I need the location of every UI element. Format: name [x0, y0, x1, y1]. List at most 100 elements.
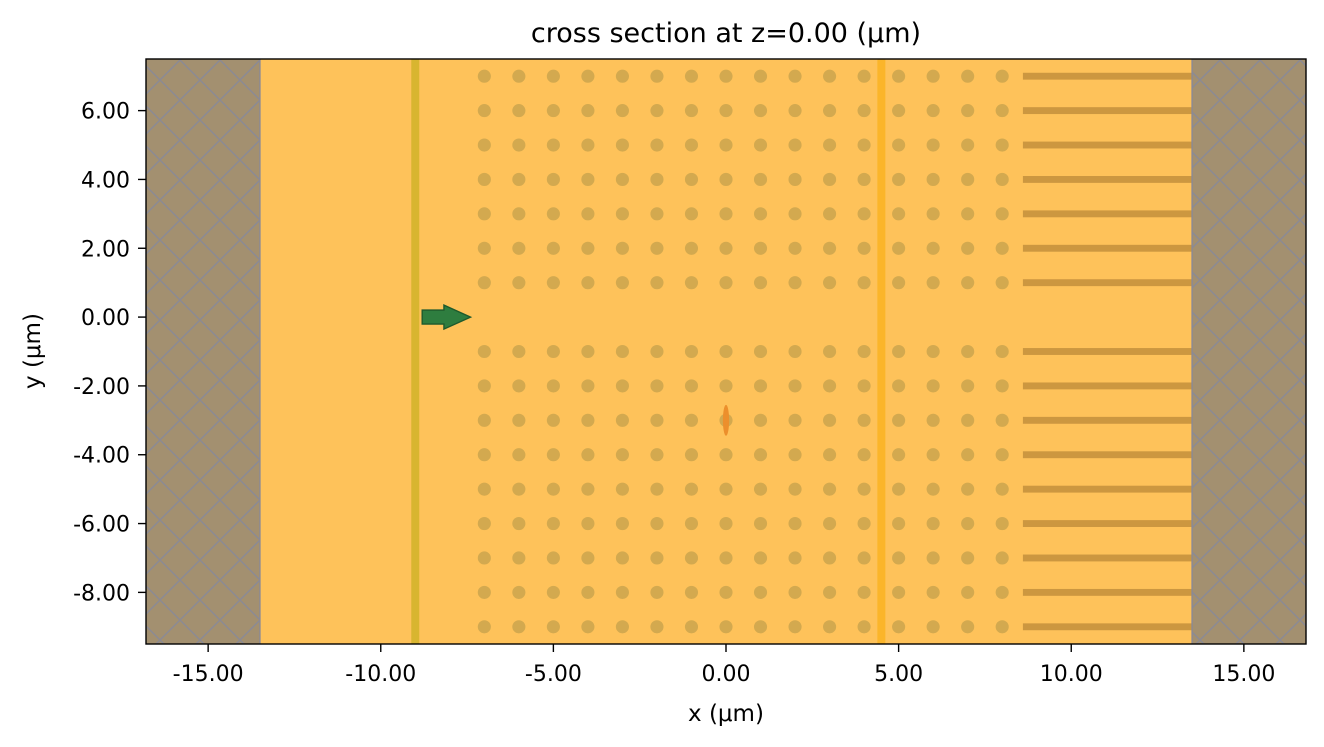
- scatterer-dot: [615, 207, 629, 221]
- scatterer-dot: [926, 276, 940, 290]
- scatterer-dot: [926, 482, 940, 496]
- scatterer-dot: [892, 104, 906, 118]
- scatterer-dot: [546, 276, 560, 290]
- scatterer-dot: [546, 172, 560, 187]
- scatterer-dot: [581, 104, 595, 118]
- scatterer-dot: [961, 241, 975, 255]
- scatterer-dot: [823, 620, 837, 634]
- object-layer: [421, 304, 730, 436]
- scatterer-dot: [719, 104, 733, 118]
- scatterer-dot: [961, 379, 975, 393]
- scatterer-dot: [892, 69, 906, 83]
- scatterer-dot: [995, 379, 1009, 393]
- scatterer-dot: [477, 241, 491, 255]
- scatterer-dot: [961, 413, 975, 427]
- scatterer-dot: [719, 241, 733, 255]
- scatterer-dot: [615, 551, 629, 565]
- scatterer-dot: [477, 344, 491, 359]
- scatterer-dot: [961, 138, 975, 152]
- scatterer-dot: [753, 551, 768, 565]
- monitor-plane: [877, 59, 886, 644]
- scatterer-dot: [753, 448, 768, 462]
- scatterer-dot: [753, 516, 768, 531]
- scatterer-dot: [650, 138, 664, 152]
- scatterer-dot: [995, 620, 1009, 634]
- scatterer-dot: [719, 344, 733, 359]
- scatterer-dot: [512, 172, 526, 187]
- scatterer-dot: [546, 585, 560, 599]
- scatterer-dot: [892, 276, 906, 290]
- y-tick-label: 2.00: [81, 237, 130, 262]
- scatterer-dot: [857, 172, 871, 187]
- scatterer-dot: [684, 276, 699, 290]
- scatterer-dot: [546, 516, 560, 531]
- scatterer-dot: [961, 104, 975, 118]
- scatterer-dot: [650, 551, 664, 565]
- scatterer-dot: [857, 138, 871, 152]
- scatterer-dot: [857, 276, 871, 290]
- x-tick-label: -10.00: [345, 662, 416, 687]
- scatterer-dot: [788, 69, 802, 83]
- scatterer-dot: [926, 344, 940, 359]
- waveguide-bar: [1022, 451, 1306, 459]
- planes-layer: [411, 59, 886, 644]
- scatterer-dot: [823, 207, 837, 221]
- scatterer-dot: [857, 344, 871, 359]
- scatterer-dot: [753, 69, 768, 83]
- scatterer-dot: [615, 241, 629, 255]
- scatterer-dot: [650, 69, 664, 83]
- waveguide-bar: [1022, 623, 1306, 631]
- scatterer-dot: [512, 448, 526, 462]
- scatterer-dot: [823, 241, 837, 255]
- waveguide-bar-array: [1022, 72, 1306, 631]
- waveguide-bar: [1022, 72, 1306, 80]
- scatterer-dot: [684, 172, 699, 187]
- scatterer-dot: [995, 448, 1009, 462]
- scatterer-dot: [650, 585, 664, 599]
- scatterer-dot: [719, 379, 733, 393]
- scatterer-dot: [857, 482, 871, 496]
- x-tick-label: -5.00: [525, 662, 582, 687]
- scatterer-dot: [857, 379, 871, 393]
- scatterer-dot: [823, 172, 837, 187]
- scatterer-dot: [961, 69, 975, 83]
- scatterer-dot: [477, 172, 491, 187]
- waveguide-bar: [1022, 554, 1306, 562]
- scatterer-dot: [477, 551, 491, 565]
- scatterer-dot: [857, 551, 871, 565]
- scatterer-array: [477, 69, 1009, 634]
- scatterer-dot: [684, 413, 699, 427]
- scatterer-dot: [753, 241, 768, 255]
- scatterer-dot: [719, 448, 733, 462]
- scatterer-dot: [546, 379, 560, 393]
- scatterer-dot: [615, 276, 629, 290]
- scatterer-dot: [753, 104, 768, 118]
- waveguide-bar: [1022, 348, 1306, 355]
- scatterer-dot: [477, 276, 491, 290]
- scatterer-dot: [995, 138, 1009, 152]
- scatterer-dot: [823, 551, 837, 565]
- scatterer-dot: [650, 379, 664, 393]
- scatterer-dot: [512, 344, 526, 359]
- scatterer-dot: [926, 207, 940, 221]
- scatterer-dot: [857, 448, 871, 462]
- scatterer-dot: [477, 448, 491, 462]
- scatterer-dot: [857, 585, 871, 599]
- scatterer-dot: [512, 241, 526, 255]
- scatterer-dot: [823, 413, 837, 427]
- scatterer-dot: [684, 379, 699, 393]
- scatterer-dot: [857, 620, 871, 634]
- scatterer-dot: [892, 344, 906, 359]
- scatterer-dot: [581, 516, 595, 531]
- scatterer-dot: [615, 344, 629, 359]
- scatterer-dot: [995, 241, 1009, 255]
- scatterer-dot: [477, 482, 491, 496]
- scatterer-dot: [961, 276, 975, 290]
- scatterer-dot: [823, 104, 837, 118]
- scatterer-dot: [961, 344, 975, 359]
- source-direction-arrow: [421, 304, 473, 331]
- scatterer-dot: [926, 138, 940, 152]
- scatterer-dot: [546, 207, 560, 221]
- scatterer-dot: [512, 551, 526, 565]
